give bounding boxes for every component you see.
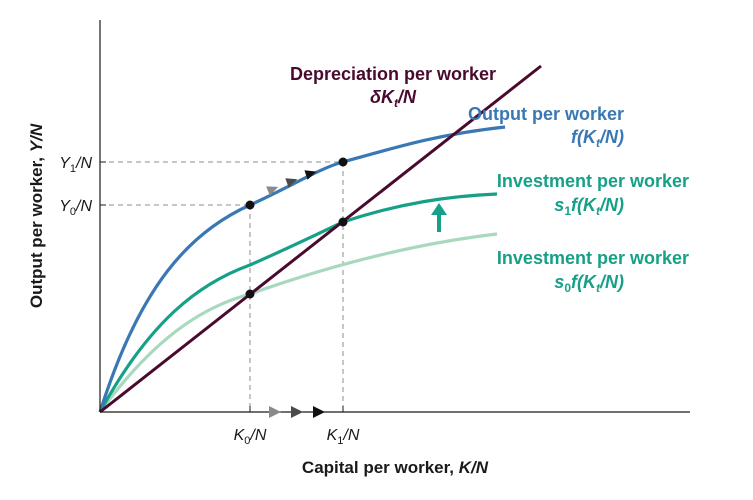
output-label: Output per worker: [468, 104, 624, 124]
point-y1: [338, 157, 348, 167]
depreciation-label: Depreciation per worker: [290, 64, 496, 84]
x-axis-title: Capital per worker, K/N: [302, 458, 489, 477]
transition-arrow-1-icon: [266, 186, 279, 196]
investment-s1-label: Investment per worker: [497, 171, 689, 191]
depreciation-formula: δKt/N: [370, 87, 417, 110]
tick-label-k0: K0/N: [234, 427, 267, 447]
depreciation-line: [99, 64, 542, 414]
output-curve: [98, 125, 506, 413]
capital-arrow-3-icon: [313, 406, 325, 418]
capital-arrow-1-icon: [269, 406, 281, 418]
transition-arrow-3-icon: [304, 170, 317, 180]
investment-s0-label: Investment per worker: [497, 248, 689, 268]
point-y0: [245, 200, 255, 210]
capital-arrow-2-icon: [291, 406, 303, 418]
point-new-steady-state: [338, 217, 348, 227]
investment-s0-formula: s0f(Kt/N): [554, 272, 624, 295]
point-initial-steady-state: [245, 289, 255, 299]
shift-arrow-up-icon: [431, 203, 447, 215]
y-axis-title: Output per worker, Y/N: [27, 123, 46, 308]
output-formula: f(Kt/N): [571, 127, 624, 150]
shift-arrow-stem: [437, 214, 441, 232]
tick-label-y0: Y0/N: [59, 198, 92, 218]
transition-arrow-2-icon: [285, 178, 298, 188]
investment-s0-curve: [98, 232, 498, 413]
investment-s1-formula: s1f(Kt/N): [554, 195, 624, 218]
tick-label-y1: Y1/N: [59, 155, 92, 175]
tick-label-k1: K1/N: [327, 427, 360, 447]
investment-s1-curve: [98, 192, 498, 413]
